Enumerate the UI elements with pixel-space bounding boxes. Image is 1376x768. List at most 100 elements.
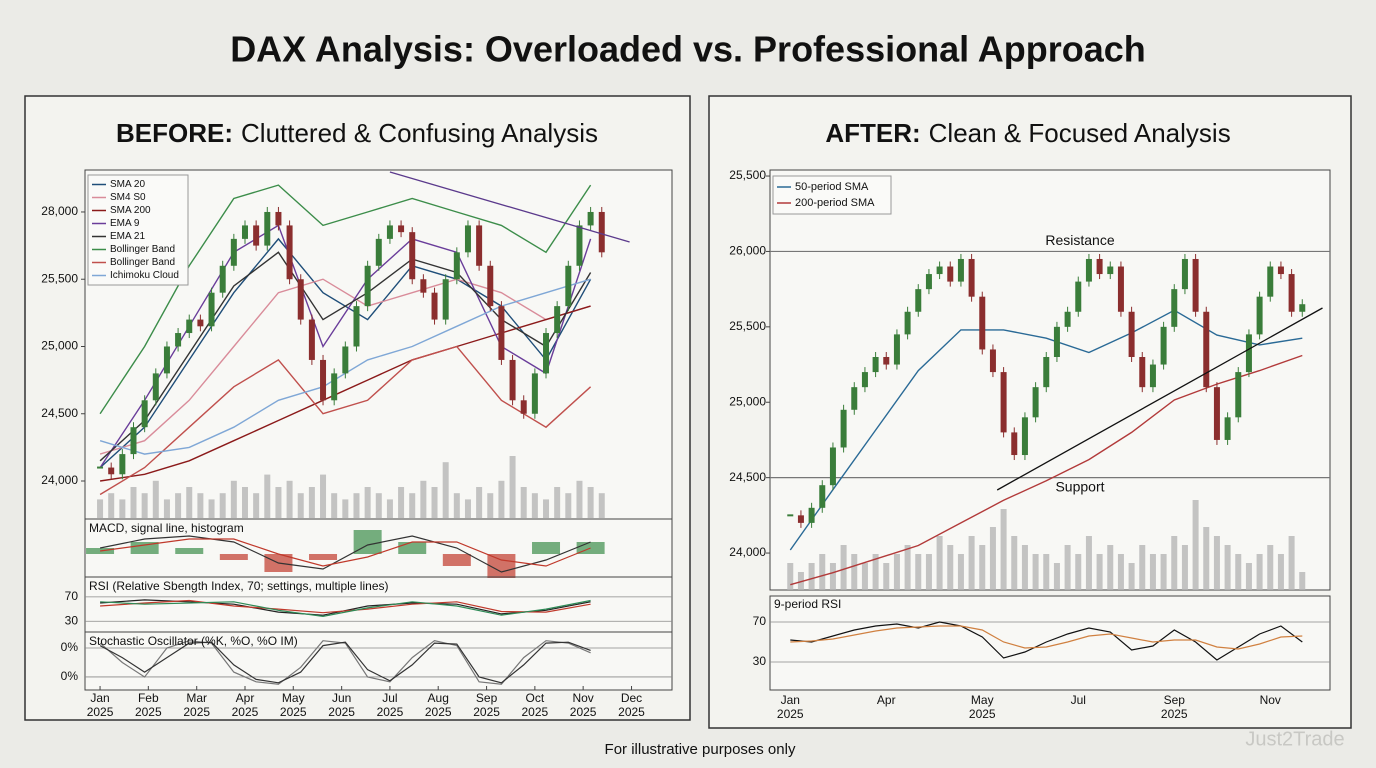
histogram-bar: [398, 542, 427, 554]
volume-bar: [208, 499, 215, 518]
candle: [925, 274, 932, 290]
candle: [375, 238, 382, 266]
candle: [141, 400, 148, 428]
volume-bar: [1149, 554, 1156, 590]
volume-bar: [119, 499, 126, 518]
candle: [152, 373, 159, 401]
trendline: [996, 307, 1323, 491]
candle: [386, 225, 393, 239]
candle: [509, 359, 516, 401]
volume-bar: [264, 474, 271, 518]
y-tick-label: 24,500: [41, 406, 78, 420]
subpanel-tick-label: 30: [753, 654, 767, 668]
candle: [420, 279, 427, 293]
candle: [108, 467, 115, 475]
series-line: [99, 251, 592, 462]
level-label: Resistance: [1045, 232, 1114, 248]
volume-bar: [861, 563, 868, 590]
volume-bar: [409, 493, 416, 518]
volume-bar: [364, 487, 371, 518]
series-line: [99, 305, 591, 482]
volume-bar: [297, 493, 304, 518]
candle: [1032, 387, 1039, 418]
candle: [208, 292, 215, 327]
volume-bar: [598, 493, 605, 518]
y-tick-label: 25,500: [729, 319, 766, 333]
volume-bar: [431, 487, 438, 518]
y-tick-label: 25,500: [41, 271, 78, 285]
watermark: Just2Trade: [1245, 728, 1344, 750]
volume-bar: [241, 487, 248, 518]
candle: [1277, 266, 1284, 275]
candle: [1235, 372, 1242, 418]
candle: [1075, 281, 1082, 312]
volume-bar: [1213, 536, 1220, 590]
candle: [1149, 364, 1156, 388]
volume-bar: [1032, 554, 1039, 590]
volume-bar: [1203, 527, 1210, 590]
y-tick-label: 25,500: [729, 168, 766, 182]
candle: [819, 485, 826, 508]
volume-bar: [925, 554, 932, 590]
volume-bar: [936, 536, 943, 590]
volume-bar: [1021, 545, 1028, 590]
volume-bar: [130, 487, 137, 518]
volume-bar: [576, 480, 583, 518]
volume-bar: [883, 563, 890, 590]
subpanel-line: [790, 621, 1303, 661]
volume-bar: [152, 480, 159, 518]
candle: [893, 334, 900, 365]
candle: [543, 333, 550, 374]
candle: [163, 346, 170, 374]
volume-bar: [1128, 563, 1135, 590]
candle: [487, 265, 494, 307]
subpanel-tick-label: 70: [65, 589, 79, 603]
volume-bar: [543, 499, 550, 518]
candle: [872, 357, 879, 373]
volume-bar: [957, 554, 964, 590]
volume-bar: [904, 545, 911, 590]
volume-bar: [464, 499, 471, 518]
legend-label: SM4 S0: [110, 192, 146, 203]
candle: [883, 357, 890, 365]
volume-bar: [915, 554, 922, 590]
volume-bar: [787, 563, 794, 590]
volume-bar: [331, 493, 338, 518]
volume-bar: [1107, 545, 1114, 590]
candle: [808, 507, 815, 523]
candle: [1160, 326, 1167, 365]
page-title: DAX Analysis: Overloaded vs. Professiona…: [230, 29, 1146, 70]
y-tick-label: 24,000: [41, 473, 78, 487]
volume-bar: [587, 487, 594, 518]
volume-bar: [851, 554, 858, 590]
candle: [1203, 311, 1210, 388]
volume-bar: [375, 493, 382, 518]
volume-bar: [893, 554, 900, 590]
candle: [409, 232, 416, 280]
subpanel-tick-label: 0%: [61, 640, 79, 654]
heading-text: Cluttered & Confusing Analysis: [241, 118, 598, 148]
volume-bar: [308, 487, 315, 518]
candle: [119, 454, 126, 475]
volume-bar: [819, 554, 826, 590]
y-tick-label: 25,000: [41, 339, 78, 353]
y-tick-label: 26,000: [729, 244, 766, 258]
subpanel-tick-label: 30: [65, 613, 79, 627]
candle: [1299, 304, 1306, 312]
candle: [1064, 311, 1071, 327]
volume-bar: [275, 487, 282, 518]
footnote: For illustrative purposes only: [605, 741, 796, 758]
candle: [464, 225, 471, 253]
candle: [275, 211, 282, 226]
y-tick-label: 24,000: [729, 545, 766, 559]
candle: [264, 211, 271, 246]
histogram-bar: [130, 542, 159, 554]
subpanel-line: [99, 535, 591, 573]
candle: [531, 373, 538, 414]
volume-bar: [1171, 536, 1178, 590]
volume-bar: [1117, 554, 1124, 590]
volume-bar: [386, 499, 393, 518]
candle: [431, 292, 438, 320]
candle: [498, 306, 505, 360]
volume-bar: [1245, 563, 1252, 590]
